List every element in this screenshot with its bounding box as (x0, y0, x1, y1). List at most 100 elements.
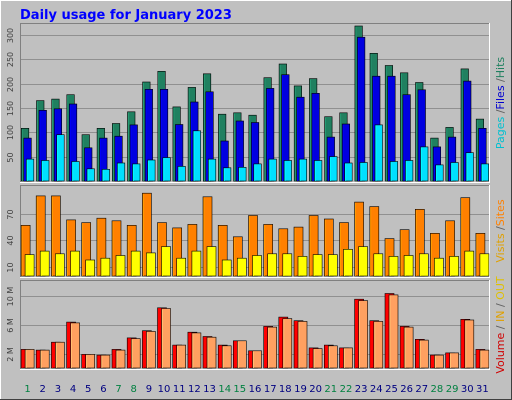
day-label-13: 13 (203, 384, 216, 395)
day-label-23: 23 (355, 384, 368, 395)
visits-tick-label: 10 (6, 262, 15, 272)
panel-hits: 50 100 150 200 250 300 (6, 23, 490, 183)
visits-bar-sites-day-11 (176, 257, 186, 277)
volume-bar-in-day-13 (206, 336, 217, 369)
chart-panels: 50 100 150 200 250 300 10 40 70 2 M 6 M 10 M (6, 23, 490, 370)
hits-bar-pages-day-4 (71, 161, 80, 182)
volume-bar-in-day-9 (146, 331, 156, 369)
visits-bar-sites-day-3 (55, 253, 65, 277)
hits-tick-label: 250 (6, 52, 15, 67)
day-label-7: 7 (115, 384, 121, 395)
hits-tick-label: 50 (6, 152, 15, 162)
volume-bar-in-day-1 (24, 349, 35, 369)
volume-tick-label: 2 M (6, 347, 15, 362)
chart-title: Daily usage for January 2023 (20, 8, 232, 23)
side-label-part: / (494, 78, 507, 85)
visits-bar-sites-day-8 (130, 250, 141, 277)
visits-bar-sites-day-30 (464, 250, 475, 277)
volume-bar-in-day-11 (176, 344, 186, 369)
hits-tick-label: 150 (6, 101, 15, 116)
side-label-part: / (494, 226, 507, 233)
side-label-part: Hits (494, 57, 507, 79)
visits-panel-side-label: Visits /Sites (494, 199, 507, 262)
visits-bar-sites-day-25 (388, 256, 399, 277)
visits-bar-sites-day-18 (282, 253, 293, 277)
visits-bar-sites-day-10 (161, 246, 171, 277)
volume-bar-in-day-24 (373, 321, 384, 369)
side-label-part: Visits (494, 233, 507, 262)
day-label-18: 18 (279, 384, 292, 395)
hits-bar-pages-day-19 (298, 158, 308, 182)
volume-bar-in-day-26 (403, 326, 414, 369)
side-label-part: / (494, 109, 507, 116)
hits-bar-pages-day-23 (359, 162, 368, 182)
day-label-16: 16 (249, 384, 262, 395)
volume-panel-side-label: Volume / IN / OUT (494, 276, 507, 374)
volume-bar-in-day-7 (115, 349, 126, 369)
day-label-11: 11 (173, 384, 186, 395)
visits-bar-sites-day-12 (191, 250, 202, 277)
panel-visits: 10 40 70 (6, 185, 490, 278)
visits-bar-sites-day-9 (146, 252, 156, 277)
visits-bar-sites-day-1 (24, 254, 35, 277)
volume-bar-in-day-6 (100, 354, 111, 369)
day-label-10: 10 (158, 384, 171, 395)
volume-tick-label: 6 M (6, 318, 15, 333)
side-label-part: IN (494, 311, 507, 322)
day-label-30: 30 (461, 384, 474, 395)
hits-bar-pages-day-8 (132, 163, 141, 182)
day-label-27: 27 (415, 384, 428, 395)
day-label-2: 2 (40, 384, 46, 395)
hits-bar-pages-day-22 (344, 162, 353, 182)
volume-bar-in-day-5 (85, 354, 95, 369)
volume-bar-in-day-17 (267, 326, 278, 369)
day-label-31: 31 (476, 384, 489, 395)
day-labels: 1 2 3 4 5 6 7 8 9 10 11 12 13 14 15 16 17 18 19 20 21 22 23 24 2… (24, 384, 488, 395)
side-label-part: / (494, 300, 507, 311)
hits-bar-pages-day-17 (268, 158, 277, 182)
hits-panel-side-label: Pages /Files /Hits (494, 57, 507, 150)
visits-bar-sites-day-5 (85, 259, 95, 277)
day-label-9: 9 (146, 384, 152, 395)
day-label-28: 28 (431, 384, 444, 395)
hits-tick-label: 200 (6, 77, 15, 92)
hits-bar-pages-day-2 (41, 160, 50, 182)
visits-bar-sites-day-21 (327, 254, 338, 277)
visits-bar-sites-day-29 (449, 256, 459, 277)
hits-bar-pages-day-16 (253, 163, 262, 182)
volume-bar-in-day-23 (358, 300, 368, 369)
visits-bar-sites-day-28 (434, 257, 444, 277)
visits-bar-sites-day-26 (403, 255, 414, 277)
hits-bar-pages-day-13 (208, 158, 217, 182)
volume-bar-in-day-20 (312, 348, 323, 369)
visits-bar-sites-day-22 (343, 249, 353, 277)
visits-bar-sites-day-20 (312, 254, 323, 277)
day-label-12: 12 (188, 384, 201, 395)
day-label-5: 5 (85, 384, 91, 395)
day-label-1: 1 (24, 384, 30, 395)
volume-bar-in-day-16 (252, 350, 262, 369)
hits-bar-pages-day-12 (192, 130, 201, 182)
volume-bar-in-day-18 (282, 318, 293, 369)
hits-bar-pages-day-1 (25, 158, 35, 182)
day-label-19: 19 (294, 384, 307, 395)
day-label-4: 4 (70, 384, 76, 395)
volume-bar-in-day-8 (130, 338, 141, 369)
hits-bar-pages-day-29 (450, 162, 459, 182)
side-label-part: Sites (494, 199, 507, 226)
panel-volume: 2 M 6 M 10 M (6, 280, 490, 370)
day-label-29: 29 (446, 384, 459, 395)
hits-bar-pages-day-14 (223, 167, 232, 182)
visits-bar-sites-day-6 (100, 257, 111, 277)
day-label-6: 6 (100, 384, 106, 395)
hits-bar-pages-day-28 (435, 164, 444, 182)
side-label-part: Files (494, 85, 507, 109)
volume-bar-in-day-27 (418, 339, 429, 369)
hits-bar-pages-day-10 (162, 157, 171, 182)
hits-bar-pages-day-25 (389, 161, 399, 182)
visits-bar-sites-day-4 (70, 250, 80, 277)
day-label-26: 26 (400, 384, 413, 395)
